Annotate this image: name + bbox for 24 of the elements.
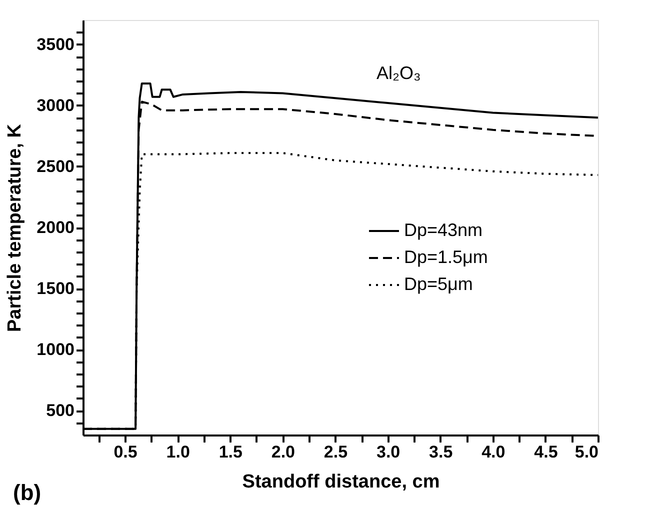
x-tick-label: 3.0 [376, 442, 400, 462]
legend-label: Dp=1.5μm [404, 247, 488, 268]
y-axis-title: Particle temperature, K [4, 124, 26, 332]
x-tick-label: 2.5 [324, 442, 348, 462]
x-tick-label: 0.5 [114, 442, 138, 462]
legend-label: Dp=5μm [404, 274, 473, 294]
annotation: Al₂O₃ [376, 62, 421, 83]
y-tick-label: 2000 [36, 218, 74, 237]
x-tick-label: 3.5 [429, 442, 453, 462]
x-axis-title: Standoff distance, cm [242, 472, 440, 492]
x-tick-label: 4.5 [534, 442, 558, 462]
y-tick-label: 500 [46, 401, 74, 420]
y-tick-label: 2500 [36, 156, 74, 176]
y-tick-label: 1000 [36, 340, 74, 360]
y-tick-label: 3000 [36, 96, 74, 115]
x-tick-label: 5.0 [574, 442, 598, 462]
x-tick-label: 1.0 [166, 442, 190, 462]
text: (b) [13, 480, 42, 505]
legend-label: Dp=43nm [404, 220, 483, 240]
x-tick-label: 2.0 [271, 442, 296, 462]
x-tick-label: 4.0 [482, 442, 506, 462]
y-tick-label: 3500 [36, 34, 74, 54]
y-tick-label: 1500 [36, 279, 74, 298]
x-tick-label: 1.5 [218, 442, 242, 462]
